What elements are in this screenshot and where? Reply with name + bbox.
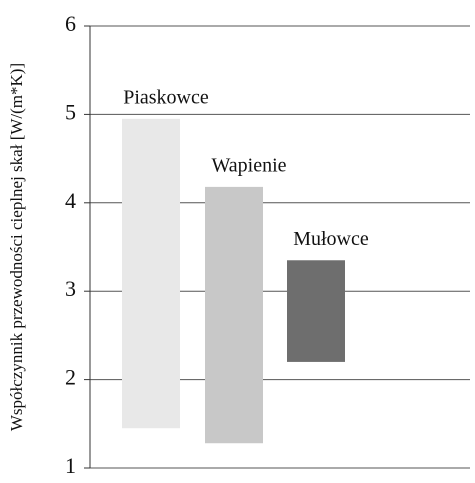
bar [205, 186, 263, 444]
bar [122, 118, 180, 429]
y-tick-label: 2 [65, 365, 76, 390]
bar-label: Wapienie [211, 154, 286, 176]
y-tick-label: 5 [65, 99, 76, 124]
y-tick-label: 1 [65, 453, 76, 478]
y-tick-label: 6 [65, 11, 76, 36]
y-tick-label: 3 [65, 276, 76, 301]
y-tick-label: 4 [65, 188, 76, 213]
bar-label: Piaskowce [123, 86, 209, 108]
y-axis-label: Współczynnik przewodności cieplnej skał … [7, 63, 26, 431]
bar-label: Mułowce [293, 228, 369, 250]
bar [287, 260, 345, 362]
